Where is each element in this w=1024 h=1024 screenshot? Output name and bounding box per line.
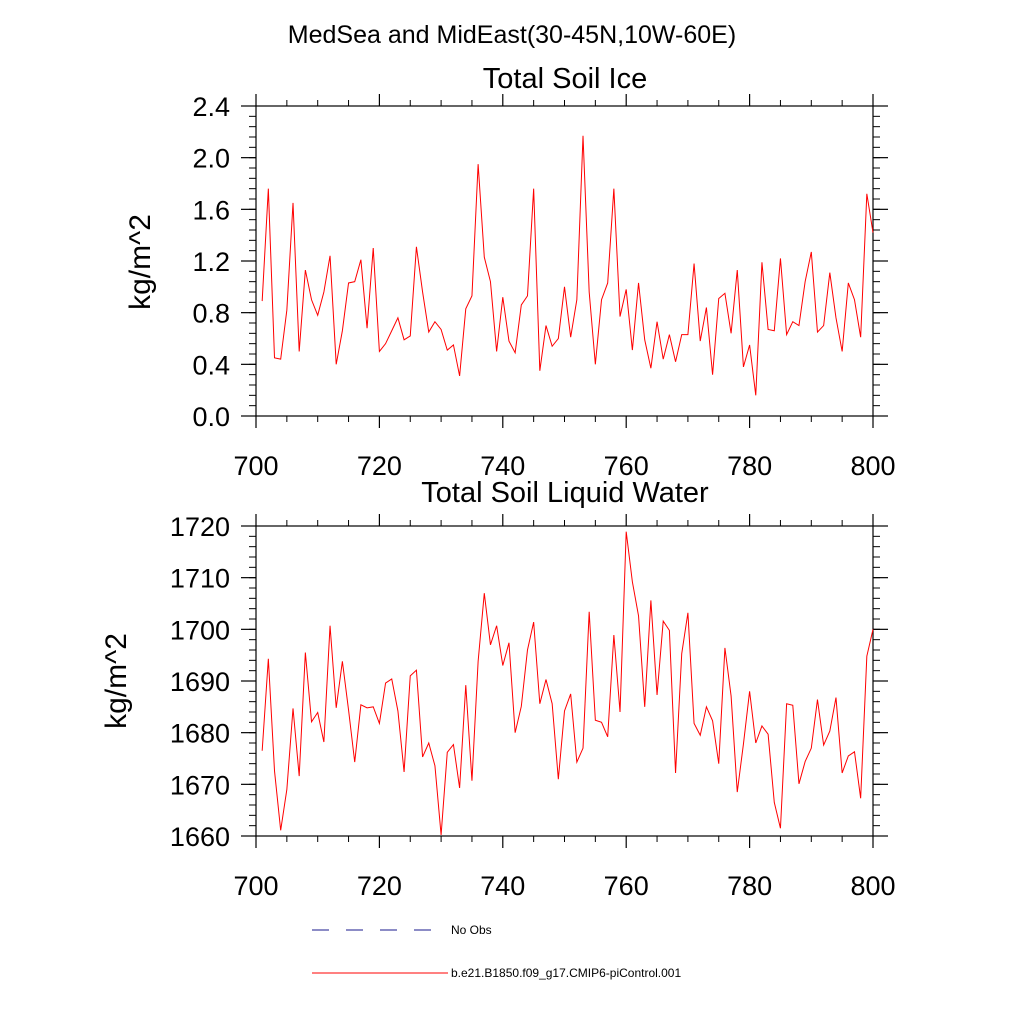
- x-tick-label: 700: [233, 871, 278, 901]
- y-tick-label: 0.4: [192, 350, 230, 380]
- panel-title: Total Soil Liquid Water: [421, 477, 709, 509]
- y-tick-label: 1690: [170, 667, 230, 697]
- y-tick-label: 0.0: [192, 402, 230, 432]
- y-axis-label: kg/m^2: [124, 214, 157, 310]
- panel-total-soil-liquid-water: Total Soil Liquid Water kg/m^2 700 720 740…: [100, 477, 896, 901]
- y-tick-label: 2.0: [192, 144, 230, 174]
- y-tick-label: 1720: [170, 512, 230, 542]
- y-tick-label: 2.4: [192, 92, 230, 122]
- y-tick-label: 1.2: [192, 247, 230, 277]
- x-tick-label: 720: [357, 871, 402, 901]
- x-tick-label: 780: [727, 451, 772, 481]
- x-tick-label: 740: [480, 871, 525, 901]
- x-tick-label: 760: [604, 451, 649, 481]
- y-tick-label: 1680: [170, 719, 230, 749]
- y-tick-label: 0.8: [192, 299, 230, 329]
- panel-total-soil-ice: Total Soil Ice kg/m^2 700 720 740 760 780 800…: [124, 63, 896, 481]
- x-tick-label: 720: [357, 451, 402, 481]
- x-tick-label: 740: [480, 451, 525, 481]
- series-line: [261, 135, 874, 396]
- legend-no-obs-label: No Obs: [451, 923, 492, 937]
- x-tick-label: 800: [850, 451, 895, 481]
- x-tick-label: 700: [233, 451, 278, 481]
- plot-frame: [255, 525, 874, 837]
- x-tick-label: 760: [604, 871, 649, 901]
- y-tick-label: 1660: [170, 822, 230, 852]
- legend-series-label: b.e21.B1850.f09_g17.CMIP6-piControl.001: [451, 966, 681, 980]
- figure-title: MedSea and MidEast(30-45N,10W-60E): [288, 21, 736, 49]
- y-tick-label: 1670: [170, 770, 230, 800]
- y-axis-label: kg/m^2: [100, 633, 133, 729]
- y-tick-label: 1700: [170, 615, 230, 645]
- x-tick-label: 800: [850, 871, 895, 901]
- y-tick-label: 1.6: [192, 195, 230, 225]
- y-tick-label: 1710: [170, 564, 230, 594]
- legend: No Obs b.e21.B1850.f09_g17.CMIP6-piContr…: [312, 923, 681, 980]
- series-line: [261, 531, 874, 836]
- x-tick-label: 780: [727, 871, 772, 901]
- panel-title: Total Soil Ice: [483, 63, 647, 95]
